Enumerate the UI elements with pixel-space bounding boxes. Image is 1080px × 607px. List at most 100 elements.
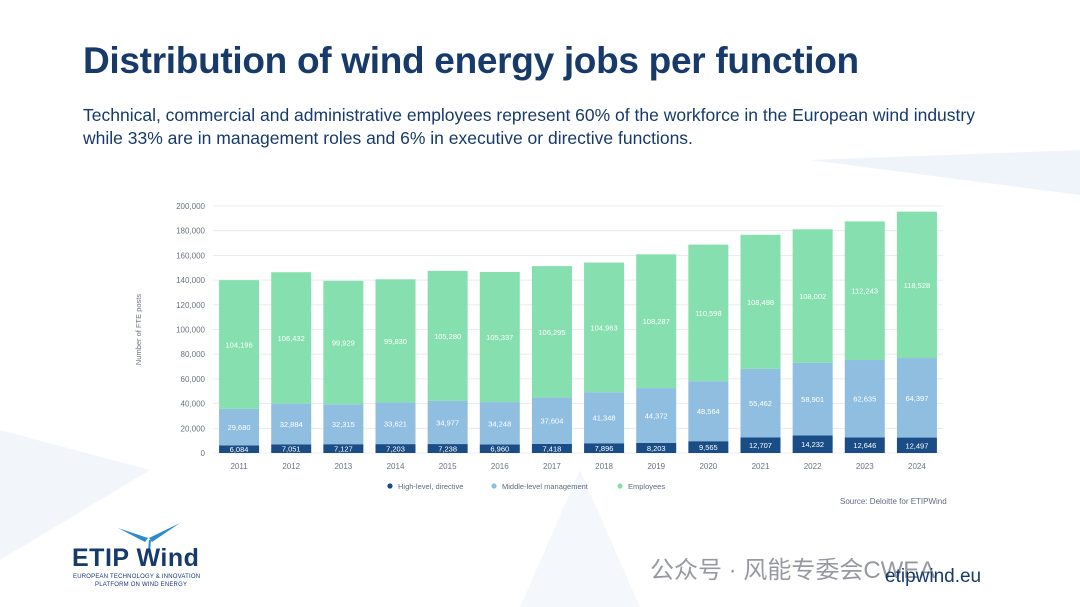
- data-label: 48,564: [697, 407, 720, 416]
- logo-name: ETIP Wind: [72, 544, 200, 572]
- data-label: 104,196: [226, 340, 253, 349]
- y-tick-label: 180,000: [176, 227, 205, 236]
- bar-segment: [740, 234, 781, 369]
- data-label: 14,232: [801, 440, 824, 449]
- bar-segment: [271, 272, 312, 404]
- bar-segment: [844, 221, 885, 361]
- bar-segment: [584, 392, 625, 444]
- data-label: 34,248: [488, 419, 511, 428]
- data-label: 29,680: [228, 423, 251, 432]
- stacked-bar-chart: 0 20,000 40,000 60,000 80,000 100,000 120,000 1…: [134, 202, 943, 491]
- legend-marker: [491, 483, 497, 489]
- data-label: 12,497: [905, 441, 928, 450]
- bar-segment: [740, 437, 781, 453]
- data-label: 106,295: [538, 328, 565, 337]
- background-decoration: [0, 430, 150, 560]
- slide-subtitle: Technical, commercial and administrative…: [83, 105, 975, 148]
- bar-segment: [219, 280, 260, 409]
- x-tick-label: 2022: [804, 462, 822, 471]
- source-note: Source: Deloitte for ETIPWind: [840, 497, 947, 506]
- x-tick-label: 2011: [230, 462, 248, 471]
- data-label: 6,960: [490, 445, 509, 454]
- x-tick-label: 2014: [387, 462, 405, 471]
- data-label: 32,315: [332, 420, 355, 429]
- bar-segment: [323, 280, 364, 405]
- legend-label: Employees: [628, 482, 665, 491]
- x-tick-label: 2017: [543, 462, 561, 471]
- data-label: 9,565: [699, 443, 718, 452]
- x-tick-label: 2024: [908, 462, 926, 471]
- data-label: 7,238: [438, 445, 457, 454]
- y-tick-label: 160,000: [176, 251, 205, 260]
- bar-segment: [427, 400, 468, 445]
- bar-segment: [584, 262, 625, 393]
- data-label: 110,598: [695, 309, 722, 318]
- data-label: 41,348: [593, 414, 616, 423]
- bar-segment: [479, 402, 520, 445]
- data-label: 12,646: [853, 441, 876, 450]
- data-label: 7,896: [595, 444, 614, 453]
- data-label: 108,002: [799, 292, 826, 301]
- bar-segment: [531, 397, 572, 444]
- bar-segment: [844, 437, 885, 453]
- logo-tagline-2: PLATFORM ON WIND ENERGY: [95, 582, 188, 588]
- y-tick-label: 120,000: [176, 301, 205, 310]
- data-label: 64,397: [905, 394, 928, 403]
- data-label: 7,127: [334, 445, 353, 454]
- data-label: 6,084: [230, 445, 249, 454]
- data-label: 106,432: [278, 334, 305, 343]
- bar-segment: [896, 437, 937, 453]
- y-tick-label: 140,000: [176, 276, 205, 285]
- data-label: 12,707: [749, 441, 772, 450]
- bar-segment: [375, 444, 416, 453]
- bar-segment: [531, 443, 572, 453]
- data-label: 58,901: [801, 395, 824, 404]
- x-tick-label: 2012: [282, 462, 300, 471]
- bar-segment: [219, 408, 260, 446]
- bar-segment: [427, 444, 468, 453]
- bar-segment: [636, 442, 677, 453]
- website-link[interactable]: etipwind.eu: [885, 566, 982, 587]
- data-label: 108,287: [643, 317, 670, 326]
- data-label: 7,418: [543, 444, 562, 453]
- data-label: 37,604: [540, 417, 563, 426]
- bar-segment: [219, 445, 260, 453]
- x-tick-label: 2020: [699, 462, 717, 471]
- data-label: 112,243: [852, 287, 879, 296]
- y-tick-label: 200,000: [176, 202, 205, 211]
- legend-marker: [387, 483, 393, 489]
- bar-segment: [688, 441, 729, 453]
- bar-segment: [479, 444, 520, 453]
- y-tick-label: 60,000: [181, 375, 206, 384]
- data-label: 104,963: [591, 323, 618, 332]
- x-tick-label: 2013: [334, 462, 352, 471]
- bar-segment: [896, 358, 937, 438]
- background-decoration: [520, 470, 640, 607]
- bar-segment: [531, 266, 572, 398]
- legend-label: High-level, directive: [398, 482, 463, 491]
- bar-segment: [792, 435, 833, 453]
- y-tick-label: 100,000: [176, 326, 205, 335]
- x-tick-label: 2019: [647, 462, 665, 471]
- bar-segment: [636, 388, 677, 443]
- bar-segment: [427, 270, 468, 401]
- bar-segment: [584, 443, 625, 453]
- bar-segment: [323, 444, 364, 453]
- bar-segment: [271, 403, 312, 445]
- x-tick-label: 2015: [439, 462, 457, 471]
- slide-title: Distribution of wind energy jobs per fun…: [83, 40, 859, 81]
- data-label: 62,635: [853, 395, 876, 404]
- data-label: 99,929: [332, 339, 355, 348]
- data-label: 105,280: [434, 332, 461, 341]
- y-axis-label: Number of FTE posts: [134, 294, 143, 366]
- data-label: 7,203: [386, 445, 405, 454]
- x-tick-label: 2021: [752, 462, 770, 471]
- bar-segment: [375, 402, 416, 445]
- data-label: 44,372: [645, 411, 668, 420]
- bar-segment: [323, 404, 364, 445]
- wind-turbine-icon: [118, 523, 180, 552]
- background-decoration: [810, 150, 1080, 195]
- bar-segment: [479, 272, 520, 403]
- y-tick-label: 20,000: [181, 424, 206, 433]
